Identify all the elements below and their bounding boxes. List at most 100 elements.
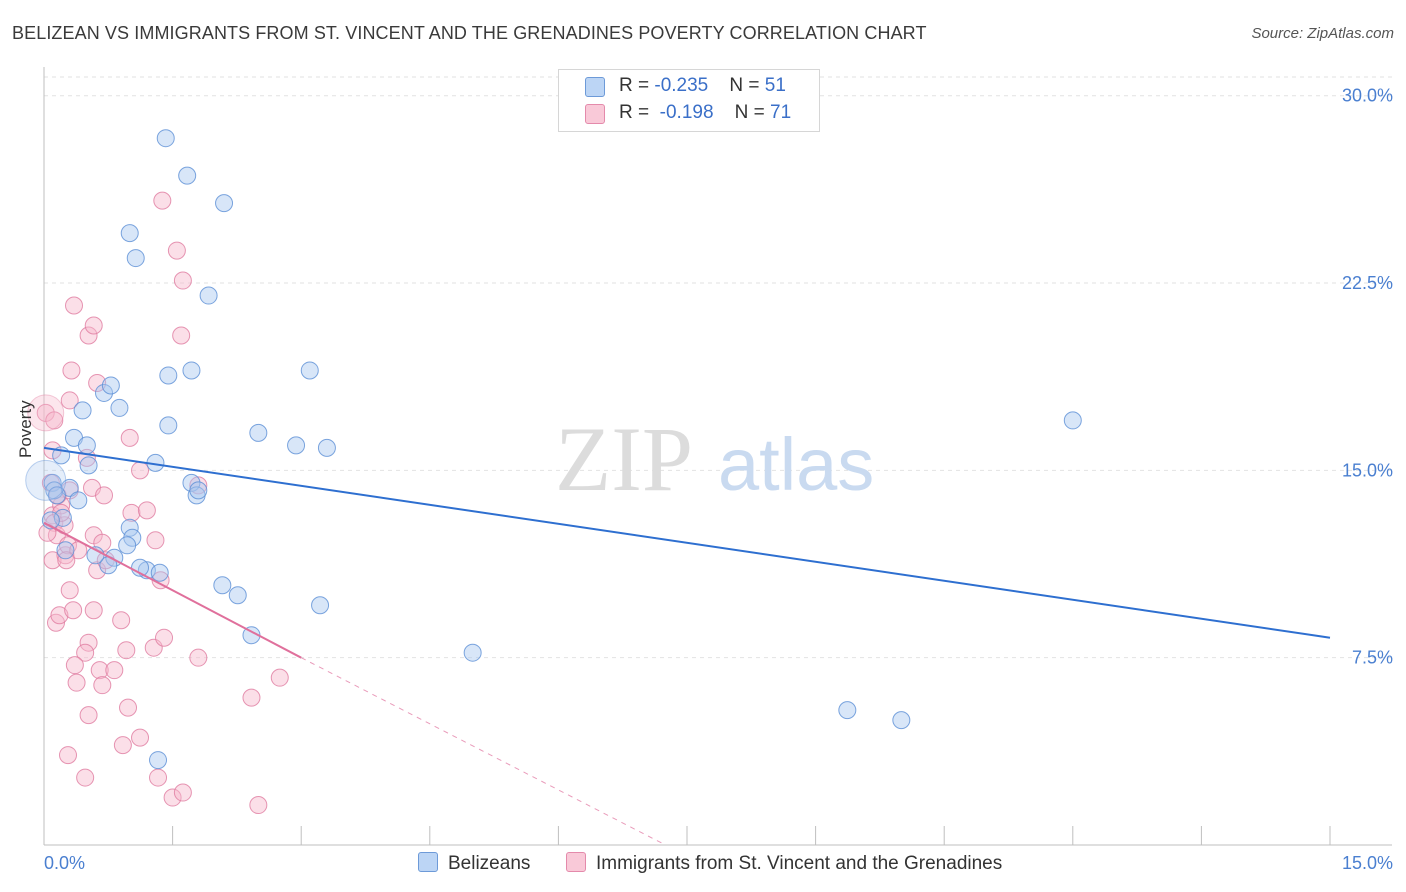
data-point-immigrants [137, 501, 156, 520]
data-point-belizeans [287, 436, 306, 455]
y-tick-label: 7.5% [1352, 648, 1393, 668]
data-point-immigrants [57, 551, 76, 570]
legend-swatch-pink [585, 104, 605, 124]
data-point-immigrants [50, 606, 69, 625]
legend-swatch-blue [585, 77, 605, 97]
series-immigrants-points [27, 191, 289, 815]
data-point-immigrants [59, 746, 78, 765]
data-point-immigrants [146, 531, 165, 550]
data-point-belizeans [69, 491, 88, 510]
data-point-immigrants [131, 461, 150, 480]
data-point-immigrants [65, 296, 84, 315]
data-point-immigrants [59, 536, 78, 555]
trend-line-belizeans [43, 446, 1331, 639]
data-point-belizeans [156, 129, 175, 148]
data-point-immigrants [76, 768, 95, 787]
data-point-immigrants [112, 611, 131, 630]
data-point-immigrants [65, 656, 84, 675]
y-tick-label: 30.0% [1342, 86, 1393, 106]
data-point-belizeans [159, 416, 178, 435]
bottom-legend-label-immigrants: Immigrants from St. Vincent and the Gren… [596, 853, 1003, 874]
source-credit: Source: ZipAtlas.com [1251, 25, 1394, 42]
data-point-belizeans [189, 481, 208, 500]
data-point-belizeans [53, 508, 72, 527]
x-tick-label-min: 0.0% [44, 853, 85, 873]
legend-r-value: -0.198 [654, 102, 714, 123]
y-tick-label: 15.0% [1342, 460, 1393, 480]
legend-r-label: R = [619, 75, 655, 96]
x-tick-labels: 0.0% 15.0% [44, 853, 1393, 873]
legend-n-label: N = [734, 102, 771, 123]
data-point-immigrants [131, 728, 150, 747]
y-tick-labels: 7.5% 15.0% 22.5% 30.0% [1342, 86, 1393, 668]
data-point-immigrants [270, 668, 289, 687]
data-point-immigrants [45, 411, 64, 430]
data-point-immigrants [249, 796, 268, 815]
data-point-belizeans [73, 401, 92, 420]
data-point-belizeans [56, 541, 75, 560]
data-point-belizeans [95, 383, 114, 402]
data-point-belizeans [149, 751, 168, 770]
data-point-belizeans [45, 481, 64, 500]
data-point-immigrants [84, 316, 103, 335]
data-point-belizeans [317, 438, 336, 457]
legend-n-value: 51 [764, 75, 786, 96]
watermark-zip: ZIP [555, 408, 693, 510]
grid-lines [44, 76, 1392, 659]
data-point-immigrants [60, 391, 79, 410]
data-point-belizeans [463, 643, 482, 662]
data-point-immigrants [90, 661, 109, 680]
data-point-immigrants [93, 676, 112, 695]
data-point-belizeans [228, 586, 247, 605]
data-point-immigrants [172, 326, 191, 345]
data-point-immigrants [173, 271, 192, 290]
data-point-belizeans [892, 711, 911, 730]
watermark: ZIP atlas [555, 408, 874, 510]
data-point-belizeans [199, 286, 218, 305]
data-point-immigrants [173, 783, 192, 802]
data-point-belizeans [47, 486, 66, 505]
legend-n-value: 71 [770, 102, 792, 123]
x-tick-label-max: 15.0% [1342, 853, 1393, 873]
data-point-belizeans-cluster [25, 459, 67, 501]
data-point-immigrants [242, 688, 261, 707]
legend-r-value: -0.235 [654, 75, 709, 96]
data-point-belizeans [311, 596, 330, 615]
data-point-immigrants [113, 736, 132, 755]
correlation-legend: R = -0.235 N = 51 R = -0.198 N = 71 [558, 69, 820, 132]
data-point-belizeans [215, 194, 234, 213]
data-point-immigrants [67, 673, 86, 692]
data-point-belizeans [120, 224, 139, 243]
data-point-belizeans [249, 423, 268, 442]
data-point-belizeans [150, 563, 169, 582]
bottom-legend-swatch-pink [566, 852, 586, 872]
data-point-immigrants [119, 698, 138, 717]
bottom-legend-swatch-blue [418, 852, 438, 872]
bottom-legend-belizeans: Belizeans [418, 852, 530, 875]
data-point-immigrants [79, 706, 98, 725]
legend-r-label: R = [619, 102, 655, 123]
data-point-immigrants [84, 601, 103, 620]
data-point-immigrants-cluster [27, 394, 65, 432]
data-point-belizeans [118, 536, 137, 555]
data-point-immigrants [62, 361, 81, 380]
data-point-belizeans [126, 249, 145, 268]
data-point-belizeans [159, 366, 178, 385]
data-point-immigrants [76, 643, 95, 662]
data-point-immigrants [167, 241, 186, 260]
data-point-immigrants [117, 641, 136, 660]
y-axis-label: Poverty [16, 400, 35, 458]
legend-n-label: N = [729, 75, 765, 96]
series-belizeans-points [25, 129, 1082, 770]
data-point-immigrants [189, 648, 208, 667]
data-point-immigrants [149, 768, 168, 787]
data-point-belizeans [101, 376, 120, 395]
data-point-immigrants [88, 373, 107, 392]
data-point-immigrants [60, 581, 79, 600]
data-point-immigrants [105, 661, 124, 680]
bottom-legend-immigrants: Immigrants from St. Vincent and the Gren… [566, 852, 1002, 875]
bottom-legend-label-belizeans: Belizeans [448, 853, 531, 874]
data-point-immigrants [153, 191, 172, 210]
data-point-belizeans [110, 398, 129, 417]
